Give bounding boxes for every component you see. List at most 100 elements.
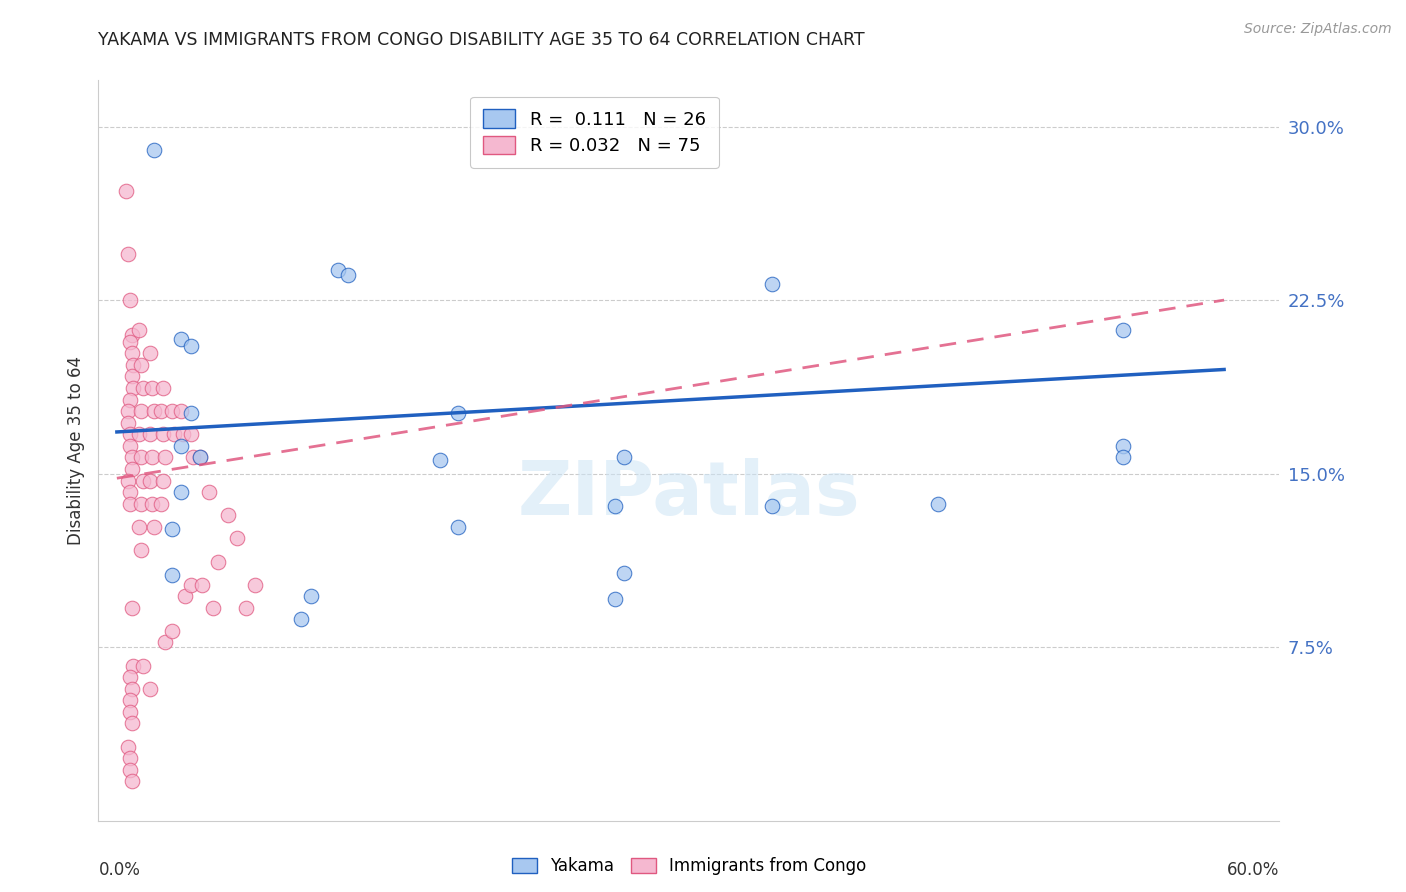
Point [129,450,152,465]
Point [128,520,150,534]
Point [174,589,197,603]
Point [328,263,350,277]
Point [141,381,163,395]
Point [1111,323,1133,337]
Point [121,450,143,465]
Point [299,589,322,603]
Point [128,323,150,337]
Point [121,716,143,731]
Point [153,635,176,649]
Point [132,381,155,395]
Point [117,416,139,430]
Legend: Yakama, Immigrants from Congo: Yakama, Immigrants from Congo [512,857,866,875]
Point [121,774,143,789]
Point [336,268,359,282]
Point [191,577,214,591]
Point [117,404,139,418]
Point [605,499,627,513]
Point [162,522,183,536]
Point [198,485,221,500]
Point [188,450,211,465]
Point [201,600,224,615]
Point [141,497,163,511]
Point [117,739,139,754]
Point [180,339,202,353]
Point [170,404,193,418]
Point [118,751,141,765]
Point [132,474,155,488]
Point [118,485,141,500]
Point [163,427,186,442]
Point [290,612,312,626]
Point [132,658,155,673]
Point [139,346,162,360]
Point [118,334,141,349]
Point [162,568,183,582]
Point [121,327,143,342]
Point [122,381,145,395]
Point [152,381,174,395]
Point [117,474,139,488]
Point [170,439,193,453]
Point [142,520,165,534]
Point [142,404,165,418]
Point [1111,450,1133,465]
Point [180,407,202,421]
Point [152,474,174,488]
Point [121,462,143,476]
Point [447,407,470,421]
Point [245,577,267,591]
Point [172,427,194,442]
Point [217,508,239,523]
Point [118,293,141,307]
Point [115,185,138,199]
Point [129,543,152,558]
Point [141,450,163,465]
Point [128,427,150,442]
Text: 0.0%: 0.0% [98,862,141,880]
Point [122,658,145,673]
Point [181,450,204,465]
Point [605,591,627,606]
Point [122,358,145,372]
Point [207,554,229,569]
Point [121,681,143,696]
Point [613,450,636,465]
Point [129,497,152,511]
Point [225,532,247,546]
Point [121,369,143,384]
Point [170,333,193,347]
Point [927,497,949,511]
Point [118,693,141,707]
Point [447,520,470,534]
Point [118,763,141,777]
Point [139,427,162,442]
Point [129,358,152,372]
Point [129,404,152,418]
Point [139,681,162,696]
Y-axis label: Disability Age 35 to 64: Disability Age 35 to 64 [67,356,86,545]
Point [118,427,141,442]
Point [1111,439,1133,453]
Point [761,499,783,513]
Point [162,404,183,418]
Text: YAKAMA VS IMMIGRANTS FROM CONGO DISABILITY AGE 35 TO 64 CORRELATION CHART: YAKAMA VS IMMIGRANTS FROM CONGO DISABILI… [98,31,865,49]
Text: Source: ZipAtlas.com: Source: ZipAtlas.com [1244,22,1392,37]
Point [180,577,202,591]
Point [118,392,141,407]
Text: 60.0%: 60.0% [1227,862,1279,880]
Point [118,439,141,453]
Point [613,566,636,580]
Point [235,600,257,615]
Point [118,497,141,511]
Point [142,143,165,157]
Point [180,427,202,442]
Point [121,346,143,360]
Point [121,600,143,615]
Text: ZIPatlas: ZIPatlas [517,458,860,532]
Point [118,705,141,719]
Point [162,624,183,638]
Point [188,450,211,465]
Point [118,670,141,684]
Point [170,485,193,500]
